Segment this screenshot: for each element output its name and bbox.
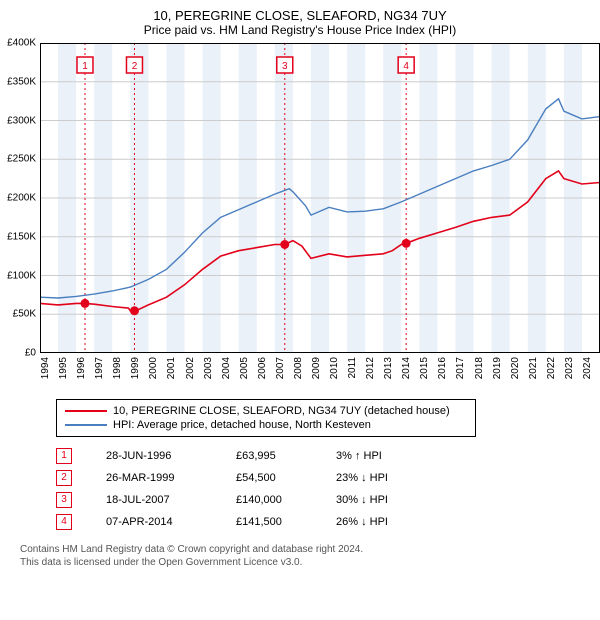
x-tick-label: 2003 xyxy=(203,357,214,379)
table-row: 4 07-APR-2014£141,50026% ↓ HPI xyxy=(56,511,456,533)
x-tick-label: 2012 xyxy=(365,357,376,379)
y-tick-label: £150K xyxy=(7,231,36,242)
x-tick-label: 2004 xyxy=(221,357,232,379)
legend-item: HPI: Average price, detached house, Nort… xyxy=(65,418,467,432)
x-tick-label: 1997 xyxy=(94,357,105,379)
x-tick-label: 1999 xyxy=(130,357,141,379)
x-tick-label: 2015 xyxy=(419,357,430,379)
sale-marker-badge: 2 xyxy=(56,470,72,486)
y-tick-label: £100K xyxy=(7,270,36,281)
y-tick-label: £400K xyxy=(7,38,36,49)
x-tick-label: 2016 xyxy=(437,357,448,379)
legend-item: 10, PEREGRINE CLOSE, SLEAFORD, NG34 7UY … xyxy=(65,404,467,418)
sale-hpi-diff: 26% ↓ HPI xyxy=(336,511,456,533)
x-tick-label: 2019 xyxy=(492,357,503,379)
sale-marker-badge: 1 xyxy=(56,448,72,464)
x-tick-label: 2002 xyxy=(185,357,196,379)
table-row: 2 26-MAR-1999£54,50023% ↓ HPI xyxy=(56,467,456,489)
sale-hpi-diff: 3% ↑ HPI xyxy=(336,445,456,467)
svg-text:2: 2 xyxy=(132,61,138,72)
sale-hpi-diff: 23% ↓ HPI xyxy=(336,467,456,489)
sale-price: £140,000 xyxy=(236,489,336,511)
legend-swatch xyxy=(65,424,107,426)
chart-subtitle: Price paid vs. HM Land Registry's House … xyxy=(10,23,590,37)
x-tick-label: 1998 xyxy=(112,357,123,379)
chart-legend: 10, PEREGRINE CLOSE, SLEAFORD, NG34 7UY … xyxy=(56,399,476,437)
x-tick-label: 2010 xyxy=(329,357,340,379)
legend-label: HPI: Average price, detached house, Nort… xyxy=(113,419,371,431)
x-tick-label: 2005 xyxy=(239,357,250,379)
x-tick-label: 2014 xyxy=(401,357,412,379)
x-tick-label: 2007 xyxy=(275,357,286,379)
footer-line-1: Contains HM Land Registry data © Crown c… xyxy=(20,543,590,556)
sale-date: 18-JUL-2007 xyxy=(106,489,236,511)
x-tick-label: 2022 xyxy=(546,357,557,379)
y-tick-label: £350K xyxy=(7,76,36,87)
sale-price: £141,500 xyxy=(236,511,336,533)
x-tick-label: 2013 xyxy=(383,357,394,379)
sales-table: 1 28-JUN-1996£63,9953% ↑ HPI 2 26-MAR-1999£… xyxy=(56,445,456,533)
sale-date: 26-MAR-1999 xyxy=(106,467,236,489)
footer-line-2: This data is licensed under the Open Gov… xyxy=(20,556,590,569)
x-tick-label: 2023 xyxy=(564,357,575,379)
svg-text:4: 4 xyxy=(403,61,409,72)
y-tick-label: £200K xyxy=(7,193,36,204)
chart-title: 10, PEREGRINE CLOSE, SLEAFORD, NG34 7UY xyxy=(10,8,590,23)
x-tick-label: 2001 xyxy=(166,357,177,379)
x-tick-label: 2011 xyxy=(347,357,358,379)
y-tick-label: £50K xyxy=(13,309,36,320)
sale-price: £54,500 xyxy=(236,467,336,489)
footer-attribution: Contains HM Land Registry data © Crown c… xyxy=(20,543,590,569)
sale-price: £63,995 xyxy=(236,445,336,467)
sale-marker-badge: 4 xyxy=(56,514,72,530)
x-axis-labels: 1994 1995 1996 1997 1998 1999 2000 2001 2002 2003… xyxy=(40,353,600,393)
x-tick-label: 2009 xyxy=(311,357,322,379)
x-tick-label: 1994 xyxy=(40,357,51,379)
table-row: 3 18-JUL-2007£140,00030% ↓ HPI xyxy=(56,489,456,511)
x-tick-label: 2020 xyxy=(510,357,521,379)
sale-date: 28-JUN-1996 xyxy=(106,445,236,467)
svg-text:1: 1 xyxy=(82,61,88,72)
sale-date: 07-APR-2014 xyxy=(106,511,236,533)
x-tick-label: 2024 xyxy=(582,357,593,379)
line-chart: £0£50K£100K£150K£200K£250K£300K£350K£400… xyxy=(40,43,600,353)
x-tick-label: 2006 xyxy=(257,357,268,379)
x-tick-label: 2008 xyxy=(293,357,304,379)
x-tick-label: 1996 xyxy=(76,357,87,379)
sale-hpi-diff: 30% ↓ HPI xyxy=(336,489,456,511)
x-tick-label: 2017 xyxy=(455,357,466,379)
table-row: 1 28-JUN-1996£63,9953% ↑ HPI xyxy=(56,445,456,467)
legend-swatch xyxy=(65,410,107,412)
y-tick-label: £300K xyxy=(7,115,36,126)
y-tick-label: £0 xyxy=(25,348,36,359)
x-tick-label: 2018 xyxy=(474,357,485,379)
legend-label: 10, PEREGRINE CLOSE, SLEAFORD, NG34 7UY … xyxy=(113,405,450,417)
y-tick-label: £250K xyxy=(7,154,36,165)
x-tick-label: 1995 xyxy=(58,357,69,379)
x-tick-label: 2000 xyxy=(148,357,159,379)
x-tick-label: 2021 xyxy=(528,357,539,379)
sale-marker-badge: 3 xyxy=(56,492,72,508)
svg-text:3: 3 xyxy=(282,61,288,72)
